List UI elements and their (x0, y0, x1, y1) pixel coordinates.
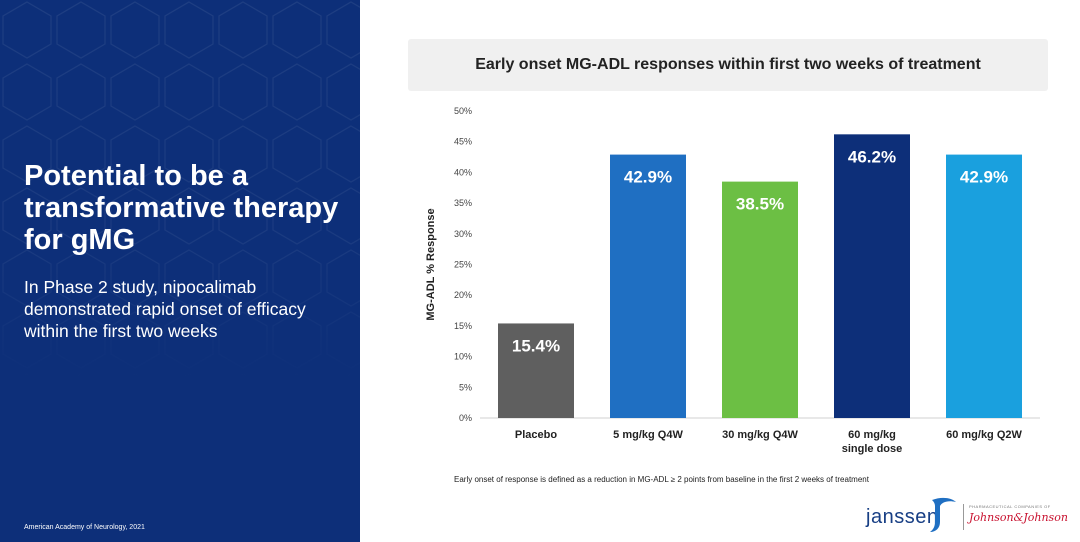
y-tick-label: 40% (454, 167, 472, 177)
bar (722, 181, 798, 418)
y-axis-label: MG-ADL % Response (425, 208, 437, 320)
y-tick-label: 25% (454, 260, 472, 270)
x-tick-label: single dose (842, 443, 903, 455)
headline: Potential to be a transformative therapy… (24, 160, 339, 256)
y-tick-label: 0% (459, 413, 472, 423)
jj-wordmark: Johnson&Johnson (969, 511, 1068, 524)
x-tick-label: 30 mg/kg Q4W (722, 429, 798, 441)
y-tick-label: 10% (454, 352, 472, 362)
bar-chart: 0% 5% 10% 15% 20% 25% 30% 35% 40% 45% 50% MG-ADL % … (425, 106, 1040, 455)
x-tick-label: 5 mg/kg Q4W (613, 429, 683, 441)
y-tick-label: 20% (454, 290, 472, 300)
x-tick-label: 60 mg/kg (848, 429, 896, 441)
bar (498, 323, 574, 418)
subheadline: In Phase 2 study, nipocalimab demonstrat… (24, 277, 306, 341)
left-panel: Potential to be a transformative therapy… (0, 0, 360, 542)
bar (834, 134, 910, 418)
chart-title-bar: Early onset MG-ADL responses within firs… (408, 39, 1048, 91)
data-label: 42.9% (624, 168, 672, 187)
data-label: 15.4% (512, 336, 560, 355)
logo-divider (963, 504, 964, 530)
footnote: Early onset of response is defined as a … (454, 475, 869, 484)
y-tick-label: 45% (454, 137, 472, 147)
bar (946, 154, 1022, 418)
data-label: 46.2% (848, 147, 896, 166)
janssen-swoosh-icon (930, 497, 956, 532)
chart-title: Early onset MG-ADL responses within firs… (475, 56, 981, 73)
y-tick-label: 15% (454, 321, 472, 331)
y-tick-label: 5% (459, 382, 472, 392)
pharma-companies-text: PHARMACEUTICAL COMPANIES OF (969, 504, 1051, 509)
x-tick-label: Placebo (515, 429, 557, 441)
y-tick-label: 30% (454, 229, 472, 239)
data-label: 42.9% (960, 168, 1008, 187)
y-tick-label: 35% (454, 198, 472, 208)
source-citation: American Academy of Neurology, 2021 (24, 524, 145, 531)
y-tick-label: 50% (454, 106, 472, 116)
janssen-wordmark: janssen (866, 506, 939, 528)
data-label: 38.5% (736, 195, 784, 214)
x-tick-label: 60 mg/kg Q2W (946, 429, 1022, 441)
bar (610, 154, 686, 418)
company-logo: janssen PHARMACEUTICAL COMPANIES OF John… (860, 494, 1070, 538)
hexagon-pattern (0, 0, 360, 542)
